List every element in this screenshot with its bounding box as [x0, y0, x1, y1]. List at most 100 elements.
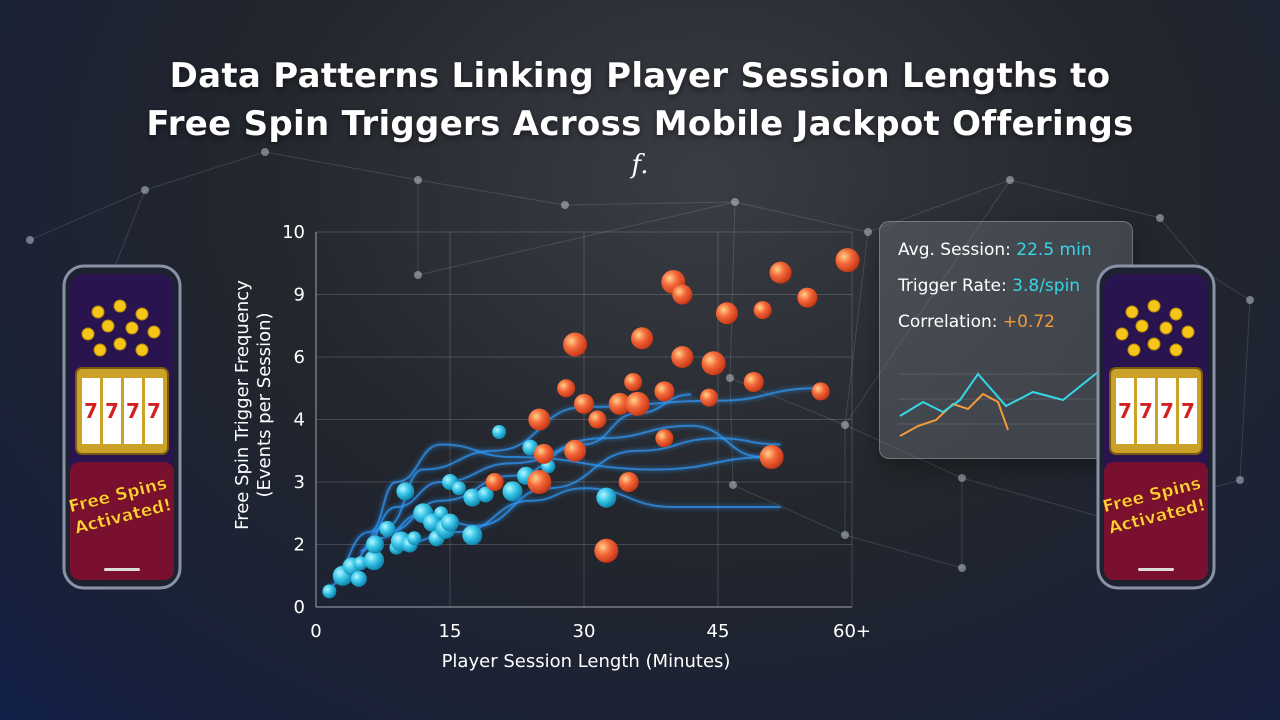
- data-point-orange: [655, 429, 674, 448]
- network-link: [844, 534, 963, 569]
- coin-icon: [1181, 325, 1195, 339]
- network-link: [729, 377, 734, 486]
- data-point-orange: [671, 346, 694, 368]
- data-point-cyan: [596, 487, 617, 508]
- data-point-orange: [594, 538, 619, 563]
- network-node: [26, 236, 34, 244]
- network-node: [841, 421, 849, 429]
- data-point-orange: [654, 381, 675, 402]
- x-tick-label: 30: [573, 621, 596, 642]
- network-node: [958, 564, 966, 572]
- network-node: [731, 198, 739, 206]
- network-node: [726, 374, 734, 382]
- trigger-rate-value: 3.8/spin: [1012, 276, 1081, 296]
- network-node: [958, 474, 966, 482]
- network-link: [844, 424, 963, 479]
- reel-seven-icon: 7: [147, 399, 161, 423]
- coin-icon: [113, 337, 127, 351]
- slot-reel: [1179, 378, 1197, 444]
- y-tick-label: 0: [294, 597, 305, 618]
- avg-session-label: Avg. Session:: [898, 240, 1011, 260]
- coin-icon: [135, 343, 149, 357]
- coin-icon: [1169, 307, 1183, 321]
- data-point-cyan: [407, 531, 422, 546]
- slot-reel: [103, 378, 121, 444]
- data-point-cyan: [322, 584, 337, 599]
- data-point-cyan: [365, 535, 384, 554]
- reel-seven-icon: 7: [105, 399, 119, 423]
- network-link: [844, 179, 1011, 426]
- data-point-cyan: [451, 481, 466, 496]
- network-link: [1009, 179, 1161, 219]
- data-point-cyan: [463, 488, 482, 507]
- network-link: [1159, 217, 1206, 273]
- reel-seven-icon: 7: [1118, 399, 1132, 423]
- trigger-rate-label: Trigger Rate:: [898, 276, 1007, 296]
- slot-reel: [124, 378, 142, 444]
- reel-seven-icon: 7: [1139, 399, 1153, 423]
- network-node: [1236, 476, 1244, 484]
- coin-icon: [1159, 321, 1173, 335]
- phone-screen-bottom: [70, 462, 174, 580]
- flow-curve: [324, 443, 772, 590]
- reel-seven-icon: 7: [1181, 399, 1195, 423]
- data-point-orange: [574, 393, 594, 414]
- data-point-orange: [625, 391, 650, 416]
- coin-icon: [1135, 319, 1149, 333]
- flow-curve: [396, 487, 781, 546]
- mini-trend-chart: [898, 366, 1114, 437]
- data-point-orange: [743, 372, 764, 392]
- y-tick-label: 2: [294, 535, 305, 556]
- network-node: [1006, 176, 1014, 184]
- network-link: [844, 231, 869, 426]
- y-axis-label-line-2: (Events per Session): [254, 312, 275, 497]
- network-link: [417, 179, 566, 206]
- network-node: [864, 228, 872, 236]
- data-point-cyan: [477, 486, 494, 503]
- chart-grid: [315, 231, 853, 608]
- stat-avg-session: Avg. Session: 22.5 min: [898, 240, 1092, 260]
- data-point-orange: [608, 392, 631, 415]
- data-point-orange: [588, 410, 607, 429]
- data-point-cyan: [364, 550, 385, 571]
- x-tick-label: 15: [439, 621, 462, 642]
- network-node: [414, 271, 422, 279]
- data-point-orange: [811, 382, 830, 401]
- network-node: [414, 176, 422, 184]
- coin-icon: [1127, 343, 1141, 357]
- data-point-orange: [769, 261, 792, 284]
- network-link: [264, 151, 419, 181]
- coin-icon: [1147, 299, 1161, 313]
- y-axis-label-line-1: Free Spin Trigger Frequency: [232, 280, 253, 530]
- data-point-orange: [631, 327, 654, 350]
- network-node: [729, 481, 737, 489]
- home-indicator: [1138, 568, 1174, 571]
- data-point-orange: [753, 301, 772, 320]
- x-tick-label: 60+: [833, 621, 871, 642]
- data-point-orange: [564, 439, 587, 462]
- coin-icon: [125, 321, 139, 335]
- data-point-orange: [715, 302, 738, 325]
- phone-screen-bottom: [1104, 462, 1208, 580]
- network-link: [867, 179, 1011, 233]
- y-tick-label: 4: [294, 410, 305, 431]
- network-node: [561, 201, 569, 209]
- network-node: [141, 186, 149, 194]
- y-tick-label: 3: [294, 472, 305, 493]
- network-link: [1239, 299, 1251, 481]
- subtitle: f.: [631, 150, 649, 180]
- stat-correlation: Correlation: +0.72: [898, 312, 1055, 332]
- slot-reel: [1158, 378, 1176, 444]
- data-point-cyan: [396, 482, 415, 501]
- network-link: [564, 201, 736, 206]
- network-link: [734, 201, 869, 233]
- correlation-value: +0.72: [1002, 312, 1055, 332]
- data-point-orange: [527, 470, 552, 494]
- network-link: [961, 477, 1106, 519]
- tick-labels: 0 15 30 45 60+ 0 2 3 4 6 9 10: [282, 222, 871, 642]
- reel-seven-icon: 7: [84, 399, 98, 423]
- data-point-orange: [797, 287, 818, 308]
- title-line-2: Free Spin Triggers Across Mobile Jackpot…: [146, 104, 1134, 144]
